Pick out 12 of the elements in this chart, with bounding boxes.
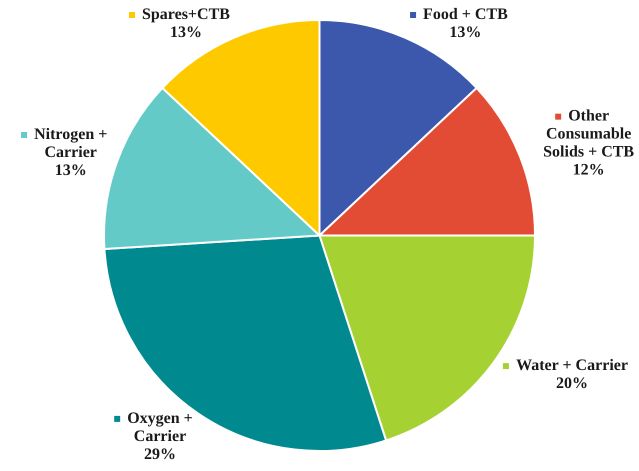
legend-label: Water + Carrier — [516, 357, 628, 374]
legend-label: Food + CTB — [423, 6, 508, 23]
data-label: 29% — [144, 446, 176, 463]
data-label: 13% — [170, 24, 202, 41]
data-label: 13% — [449, 24, 482, 41]
legend-label: Nitrogen + Carrier — [34, 126, 108, 162]
legend-label: Oxygen + Carrier — [127, 410, 193, 445]
data-label: 12% — [572, 162, 605, 179]
legend-label: Spares+CTB — [142, 6, 230, 23]
legend-label: Other Consumable Solids + CTB — [543, 108, 634, 161]
data-label: 20% — [556, 375, 588, 392]
data-label: 13% — [54, 162, 87, 180]
